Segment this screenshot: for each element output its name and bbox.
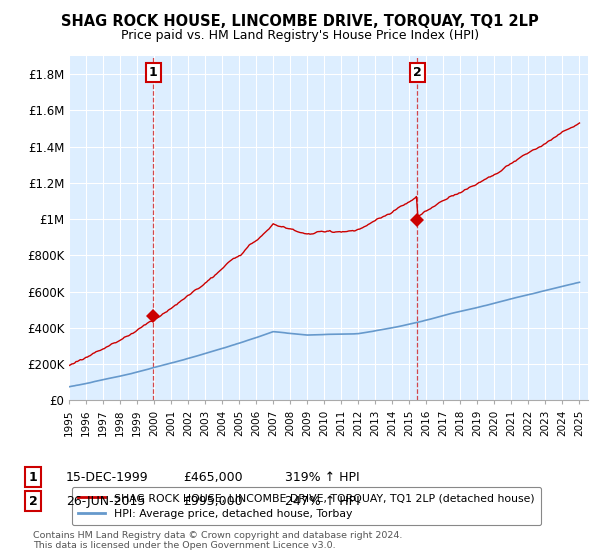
Text: Price paid vs. HM Land Registry's House Price Index (HPI): Price paid vs. HM Land Registry's House … — [121, 29, 479, 42]
Text: 247% ↑ HPI: 247% ↑ HPI — [285, 494, 360, 508]
Text: 1: 1 — [149, 66, 158, 80]
Text: £465,000: £465,000 — [183, 470, 242, 484]
Text: 26-JUN-2015: 26-JUN-2015 — [66, 494, 145, 508]
Text: Contains HM Land Registry data © Crown copyright and database right 2024.
This d: Contains HM Land Registry data © Crown c… — [33, 530, 403, 550]
Text: 319% ↑ HPI: 319% ↑ HPI — [285, 470, 359, 484]
Text: 2: 2 — [413, 66, 422, 80]
Text: 1: 1 — [29, 470, 37, 484]
Text: £995,000: £995,000 — [183, 494, 242, 508]
Text: SHAG ROCK HOUSE, LINCOMBE DRIVE, TORQUAY, TQ1 2LP: SHAG ROCK HOUSE, LINCOMBE DRIVE, TORQUAY… — [61, 14, 539, 29]
Text: 15-DEC-1999: 15-DEC-1999 — [66, 470, 149, 484]
Text: 2: 2 — [29, 494, 37, 508]
Legend: SHAG ROCK HOUSE, LINCOMBE DRIVE, TORQUAY, TQ1 2LP (detached house), HPI: Average: SHAG ROCK HOUSE, LINCOMBE DRIVE, TORQUAY… — [72, 487, 541, 525]
